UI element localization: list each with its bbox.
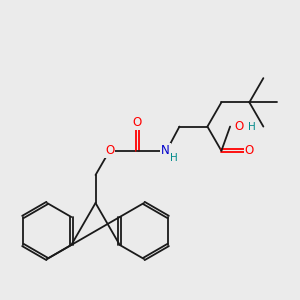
Text: H: H [248,122,256,132]
Text: N: N [161,144,170,157]
Text: O: O [105,144,114,157]
Text: O: O [234,120,244,133]
Text: O: O [245,144,254,157]
Text: H: H [170,153,178,163]
Text: O: O [133,116,142,129]
